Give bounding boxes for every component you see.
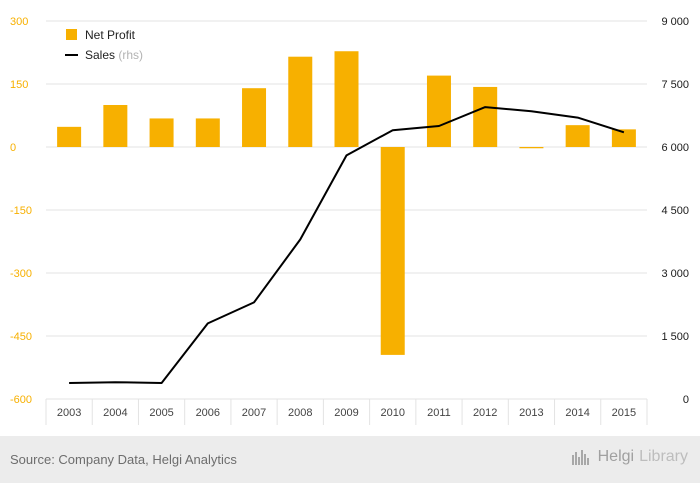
y-right-tick-label: 0 bbox=[683, 394, 689, 406]
y-left-tick-label: -300 bbox=[10, 268, 32, 280]
library-icon bbox=[571, 450, 589, 465]
x-tick-label: 2015 bbox=[612, 407, 636, 419]
x-tick-label: 2003 bbox=[57, 407, 81, 419]
brand-name-light: Library bbox=[639, 448, 688, 465]
legend-swatch-net-profit bbox=[66, 29, 77, 40]
y-left-tick-label: -600 bbox=[10, 394, 32, 406]
x-tick-label: 2005 bbox=[149, 407, 173, 419]
brand-logo[interactable]: Helgi Library bbox=[571, 448, 688, 466]
y-left-tick-label: 0 bbox=[10, 142, 16, 154]
y-right-tick-label: 4 500 bbox=[661, 205, 689, 217]
net-profit-bar bbox=[565, 125, 590, 147]
x-tick-label: 2004 bbox=[103, 407, 127, 419]
x-tick-label: 2009 bbox=[334, 407, 358, 419]
x-tick-label: 2012 bbox=[473, 407, 497, 419]
net-profit-bar bbox=[611, 129, 636, 147]
y-right-tick-label: 6 000 bbox=[661, 142, 689, 154]
net-profit-bar bbox=[195, 118, 220, 147]
y-left-tick-label: -150 bbox=[10, 205, 32, 217]
source-note: Source: Company Data, Helgi Analytics bbox=[10, 452, 237, 467]
net-profit-bar bbox=[473, 86, 498, 147]
y-left-tick-label: 300 bbox=[10, 16, 28, 28]
legend-label-sales: Sales (rhs) bbox=[85, 48, 143, 62]
net-profit-bar bbox=[380, 147, 405, 355]
x-tick-label: 2014 bbox=[565, 407, 589, 419]
x-tick-label: 2011 bbox=[427, 407, 451, 419]
net-profit-bar bbox=[103, 105, 128, 147]
y-right-tick-label: 1 500 bbox=[661, 331, 689, 343]
net-profit-bar bbox=[288, 56, 313, 148]
footer: Source: Company Data, Helgi Analytics He… bbox=[0, 436, 700, 483]
net-profit-bar bbox=[426, 75, 451, 147]
chart-canvas: 300 150 0 -150 -300 -450 -600 9 000 7 500 6 000 4 … bbox=[10, 16, 689, 425]
net-profit-bar bbox=[57, 126, 82, 147]
x-tick-label: 2006 bbox=[196, 407, 220, 419]
y-right-tick-label: 3 000 bbox=[661, 268, 689, 280]
net-profit-bar bbox=[519, 147, 544, 149]
brand-name: Helgi bbox=[597, 448, 635, 465]
net-profit-bar bbox=[242, 88, 267, 147]
y-left-tick-label: -450 bbox=[10, 331, 32, 343]
x-tick-label: 2007 bbox=[242, 407, 266, 419]
x-tick-label: 2010 bbox=[380, 407, 404, 419]
x-tick-label: 2008 bbox=[288, 407, 312, 419]
y-left-tick-label: 150 bbox=[10, 79, 28, 91]
x-tick-label: 2013 bbox=[519, 407, 543, 419]
y-right-tick-label: 7 500 bbox=[661, 79, 689, 91]
net-profit-bar bbox=[149, 118, 174, 147]
legend-label-sales-suffix: (rhs) bbox=[118, 48, 143, 62]
sales-line bbox=[69, 106, 625, 384]
y-right-tick-label: 9 000 bbox=[661, 16, 689, 28]
net-profit-bar bbox=[334, 51, 359, 147]
legend-label-net-profit: Net Profit bbox=[85, 28, 136, 42]
